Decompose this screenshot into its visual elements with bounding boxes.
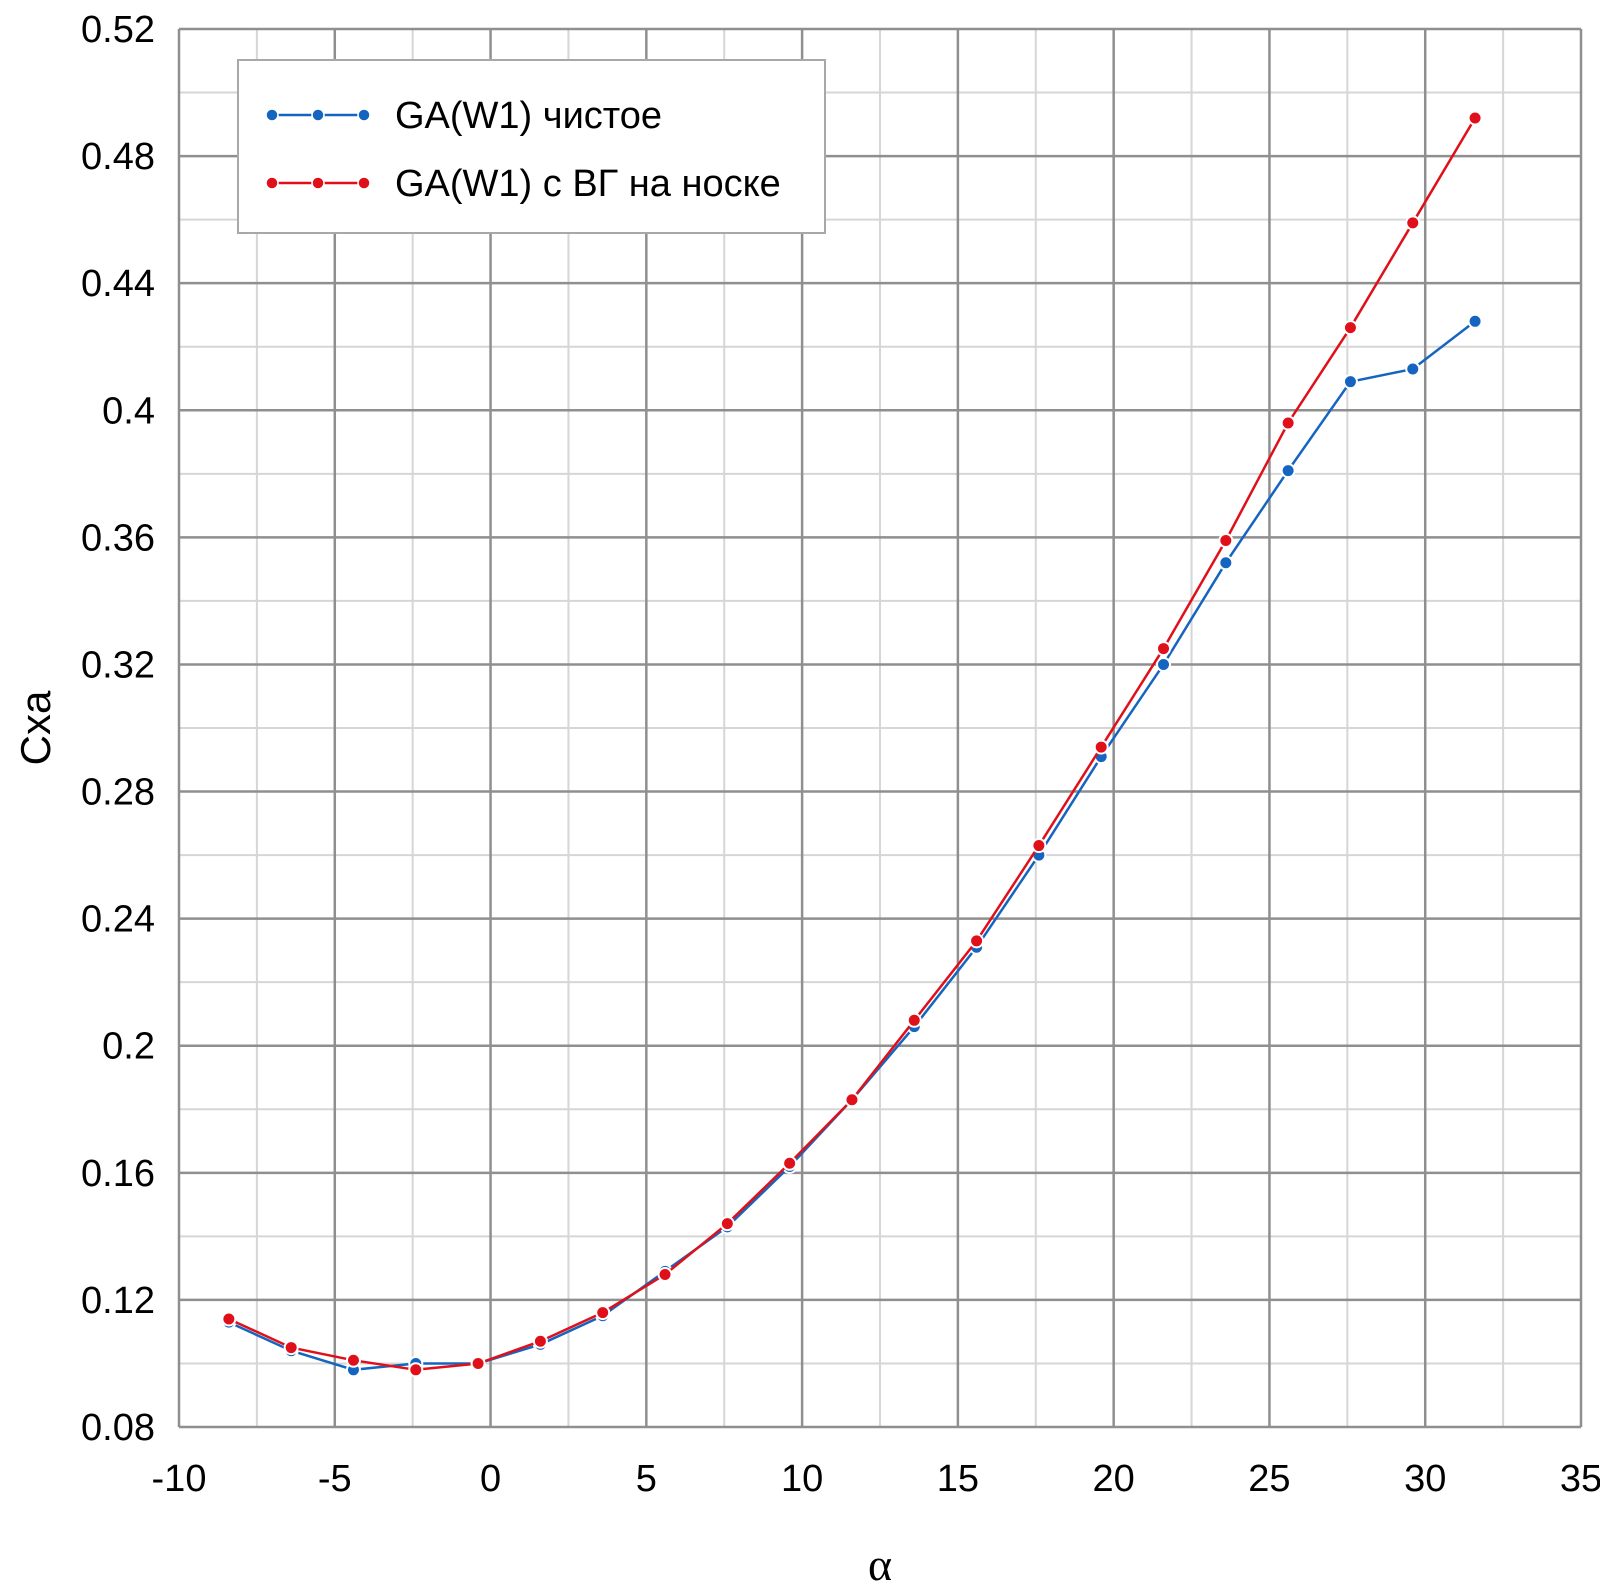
x-tick-label: 30 xyxy=(1404,1458,1446,1500)
data-point xyxy=(969,933,985,949)
data-point xyxy=(532,1333,548,1349)
legend-marker xyxy=(311,176,325,190)
legend-marker xyxy=(265,108,279,122)
x-axis-ticks: -10 -5 0 5 10 15 20 25 30 35 xyxy=(152,1458,1600,1500)
x-tick-label: 10 xyxy=(781,1458,823,1500)
data-point xyxy=(657,1266,673,1282)
data-point xyxy=(345,1352,361,1368)
y-tick-label: 0.44 xyxy=(81,263,155,305)
data-point xyxy=(470,1355,486,1371)
legend-item-1: GA(W1) чистое xyxy=(265,95,662,137)
data-point xyxy=(906,1012,922,1028)
data-point xyxy=(1342,320,1358,336)
x-tick-label: 15 xyxy=(937,1458,979,1500)
x-tick-label: -5 xyxy=(318,1458,352,1500)
y-tick-label: 0.48 xyxy=(81,136,155,178)
legend-marker xyxy=(311,108,325,122)
data-point xyxy=(782,1155,798,1171)
y-tick-label: 0.24 xyxy=(81,899,155,941)
y-tick-label: 0.36 xyxy=(81,517,155,559)
y-tick-label: 0.4 xyxy=(102,390,155,432)
data-point xyxy=(1342,374,1358,390)
legend-marker xyxy=(357,176,371,190)
data-point xyxy=(1031,838,1047,854)
major-grid xyxy=(177,27,1583,1429)
data-point xyxy=(1093,739,1109,755)
minor-grid xyxy=(179,29,1581,1427)
legend-marker xyxy=(357,108,371,122)
data-point xyxy=(1280,415,1296,431)
x-tick-label: 20 xyxy=(1093,1458,1135,1500)
data-point xyxy=(283,1340,299,1356)
data-point xyxy=(1405,215,1421,231)
legend: GA(W1) чистое GA(W1) с ВГ на носке xyxy=(237,59,826,234)
y-tick-label: 0.2 xyxy=(102,1026,155,1068)
y-tick-label: 0.28 xyxy=(81,772,155,814)
data-point xyxy=(1467,313,1483,329)
y-tick-label: 0.52 xyxy=(81,9,155,51)
x-tick-label: 0 xyxy=(480,1458,501,1500)
x-tick-label: -10 xyxy=(152,1458,207,1500)
data-point xyxy=(595,1305,611,1321)
series-line xyxy=(228,320,1476,1372)
legend-item-2: GA(W1) с ВГ на носке xyxy=(265,163,781,205)
x-tick-label: 25 xyxy=(1248,1458,1290,1500)
legend-marker xyxy=(265,176,279,190)
data-point xyxy=(1405,361,1421,377)
legend-label: GA(W1) чистое xyxy=(395,95,662,137)
data-point xyxy=(1280,463,1296,479)
y-axis-ticks: 0.08 0.12 0.16 0.2 0.24 0.28 0.32 0.36 0.4 0.44 0.… xyxy=(81,9,155,1449)
data-point xyxy=(408,1362,424,1378)
data-point xyxy=(1218,555,1234,571)
x-tick-label: 5 xyxy=(636,1458,657,1500)
series-layer xyxy=(221,110,1483,1378)
data-point xyxy=(1218,533,1234,549)
data-point xyxy=(719,1216,735,1232)
y-tick-label: 0.08 xyxy=(81,1407,155,1449)
y-tick-label: 0.32 xyxy=(81,644,155,686)
data-point xyxy=(221,1311,237,1327)
data-point xyxy=(1156,641,1172,657)
data-point xyxy=(844,1092,860,1108)
y-tick-label: 0.12 xyxy=(81,1280,155,1322)
legend-box xyxy=(237,59,826,234)
series-line xyxy=(228,117,1477,1372)
x-axis-title: α xyxy=(868,1539,892,1590)
series-2 xyxy=(221,110,1483,1378)
y-axis-title: Cxa xyxy=(12,690,59,765)
legend-label: GA(W1) с ВГ на носке xyxy=(395,163,781,205)
data-point xyxy=(1156,656,1172,672)
y-tick-label: 0.16 xyxy=(81,1153,155,1195)
data-point xyxy=(1467,110,1483,126)
x-tick-label: 35 xyxy=(1560,1458,1600,1500)
